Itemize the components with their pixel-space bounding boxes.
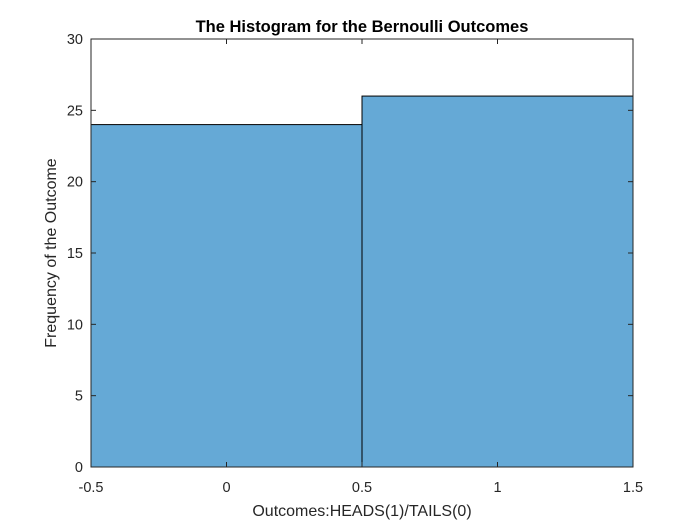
histogram-bar-2 [361, 95, 634, 468]
histogram-bars [90, 95, 634, 468]
x-tick-label: 1 [493, 480, 501, 496]
x-tick-label: 1.5 [623, 480, 643, 496]
y-tick-label: 20 [67, 175, 83, 191]
y-tick-label: 0 [75, 460, 83, 476]
y-axis-label: Frequency of the Outcome [43, 158, 60, 348]
histogram-bar-1 [90, 124, 363, 468]
x-tick-label: 0.5 [352, 480, 372, 496]
plot-frame [90, 38, 634, 468]
y-tick-label: 30 [67, 32, 83, 48]
x-axis-label: Outcomes:HEADS(1)/TAILS(0) [252, 503, 471, 520]
x-tick-label: 0 [222, 480, 230, 496]
y-tick-labels: 0 5 10 15 20 25 30 [67, 32, 83, 476]
x-tick-labels: -0.5 0 0.5 1 1.5 [79, 480, 644, 496]
x-tick-label: -0.5 [79, 480, 104, 496]
y-tick-label: 25 [67, 103, 83, 119]
y-tick-label: 15 [67, 246, 83, 262]
y-tick-label: 5 [75, 389, 83, 405]
y-tick-label: 10 [67, 317, 83, 333]
chart-title: The Histogram for the Bernoulli Outcomes [196, 18, 529, 36]
